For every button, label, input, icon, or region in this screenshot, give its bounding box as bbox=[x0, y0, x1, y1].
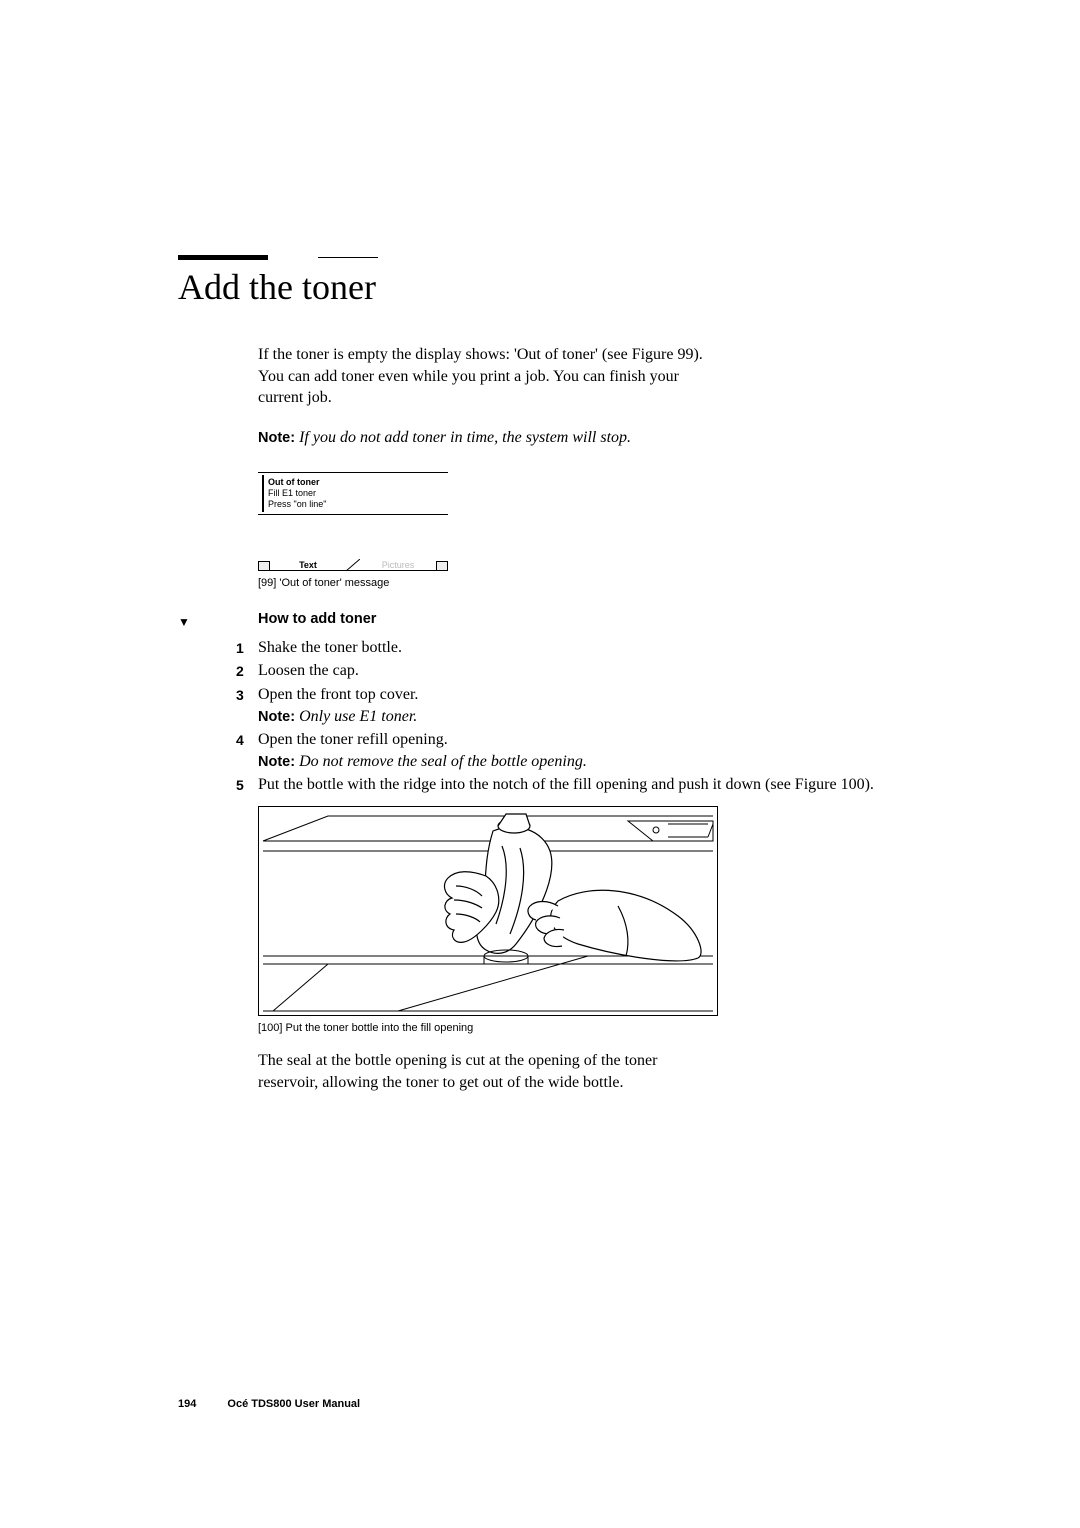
tab-separator bbox=[346, 559, 360, 571]
step-3: 3 Open the front top cover. Note: Only u… bbox=[258, 684, 898, 727]
lcd-title: Out of toner bbox=[268, 477, 326, 488]
figure-100 bbox=[258, 806, 718, 1016]
step-text: Put the bottle with the ridge into the n… bbox=[258, 776, 874, 793]
step-4: 4 Open the toner refill opening. Note: D… bbox=[258, 729, 898, 772]
procedure-steps: 1 Shake the toner bottle. 2 Loosen the c… bbox=[258, 637, 898, 796]
lcd-gap bbox=[258, 515, 448, 557]
toner-illustration bbox=[258, 806, 718, 1016]
lcd-line-1: Fill E1 toner bbox=[268, 488, 326, 499]
note-1-label: Note: bbox=[258, 430, 295, 446]
heading-rules bbox=[178, 255, 898, 260]
step-text: Loosen the cap. bbox=[258, 662, 359, 679]
step-5: 5 Put the bottle with the ridge into the… bbox=[258, 774, 898, 796]
step-number: 4 bbox=[236, 731, 244, 750]
closing-paragraph: The seal at the bottle opening is cut at… bbox=[258, 1050, 718, 1093]
step-3-note-label: Note: bbox=[258, 709, 295, 725]
step-text: Shake the toner bottle. bbox=[258, 639, 402, 656]
step-2: 2 Loosen the cap. bbox=[258, 660, 898, 682]
note-1-text: If you do not add toner in time, the sys… bbox=[295, 429, 631, 446]
lcd-tabs: Text Pictures bbox=[258, 557, 448, 571]
figure-99-caption: [99] 'Out of toner' message bbox=[258, 577, 898, 589]
procedure-title: How to add toner bbox=[258, 611, 898, 627]
step-number: 2 bbox=[236, 662, 244, 681]
lcd-panel: Out of toner Fill E1 toner Press "on lin… bbox=[258, 472, 448, 514]
step-number: 3 bbox=[236, 686, 244, 705]
step-number: 1 bbox=[236, 639, 244, 658]
rule-thin bbox=[318, 257, 378, 258]
page-number: 194 bbox=[178, 1398, 196, 1410]
step-3-note-text: Only use E1 toner. bbox=[295, 708, 417, 725]
lcd-text-block: Out of toner Fill E1 toner Press "on lin… bbox=[262, 475, 326, 511]
page-title: Add the toner bbox=[178, 266, 898, 308]
tab-pictures: Pictures bbox=[360, 559, 436, 571]
procedure-marker-icon: ▼ bbox=[178, 615, 190, 630]
doc-title: Océ TDS800 User Manual bbox=[227, 1398, 360, 1410]
intro-paragraph: If the toner is empty the display shows:… bbox=[258, 344, 718, 409]
page-content: Add the toner If the toner is empty the … bbox=[178, 255, 898, 1093]
step-4-note-text: Do not remove the seal of the bottle ope… bbox=[295, 753, 587, 770]
lcd-screenshot: Out of toner Fill E1 toner Press "on lin… bbox=[258, 472, 448, 570]
figure-100-caption: [100] Put the toner bottle into the fill… bbox=[258, 1022, 898, 1034]
tab-text: Text bbox=[270, 559, 346, 571]
lcd-line-2: Press "on line" bbox=[268, 499, 326, 510]
procedure-block: ▼ How to add toner bbox=[178, 611, 898, 627]
step-1: 1 Shake the toner bottle. bbox=[258, 637, 898, 659]
page-footer: 194 Océ TDS800 User Manual bbox=[178, 1398, 360, 1410]
rule-thick bbox=[178, 255, 268, 260]
tab-stub-right bbox=[436, 561, 448, 571]
note-1: Note: If you do not add toner in time, t… bbox=[258, 427, 718, 449]
step-4-note-label: Note: bbox=[258, 754, 295, 770]
step-text: Open the front top cover. bbox=[258, 686, 418, 703]
tab-stub-left bbox=[258, 561, 270, 571]
step-text: Open the toner refill opening. bbox=[258, 731, 448, 748]
step-number: 5 bbox=[236, 776, 244, 795]
